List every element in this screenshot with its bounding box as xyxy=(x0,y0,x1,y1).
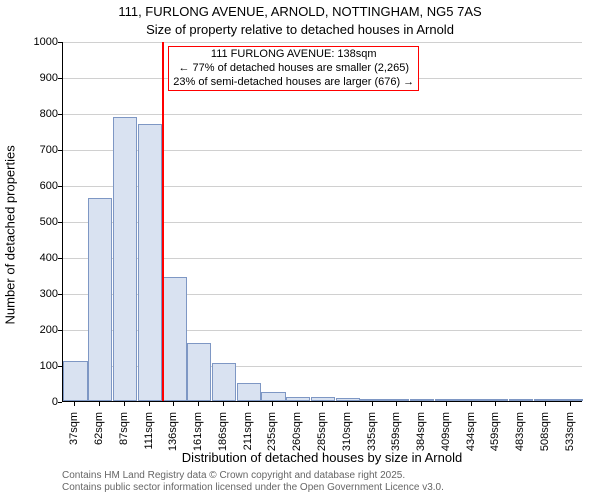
annotation-box: 111 FURLONG AVENUE: 138sqm← 77% of detac… xyxy=(168,46,419,91)
y-axis-label: Number of detached properties xyxy=(3,50,18,229)
histogram-bar xyxy=(88,198,112,401)
histogram-bar xyxy=(385,399,409,401)
histogram-bar xyxy=(311,397,335,401)
y-tick-label: 600 xyxy=(18,180,58,192)
footer-attribution: Contains HM Land Registry data © Crown c… xyxy=(62,470,444,494)
histogram-bar xyxy=(237,383,261,401)
y-tick-label: 400 xyxy=(18,252,58,264)
histogram-bar xyxy=(138,124,162,401)
y-tick-label: 0 xyxy=(18,396,58,408)
histogram-bar xyxy=(410,399,434,401)
y-tick-label: 900 xyxy=(18,72,58,84)
histogram-bar xyxy=(63,361,87,401)
y-tick-label: 100 xyxy=(18,360,58,372)
histogram-bar xyxy=(286,397,310,401)
annotation-line: 111 FURLONG AVENUE: 138sqm xyxy=(173,48,414,62)
y-tick-label: 500 xyxy=(18,216,58,228)
histogram-bar xyxy=(459,399,483,401)
histogram-bar xyxy=(509,399,533,401)
histogram-bar xyxy=(484,399,508,401)
annotation-line: ← 77% of detached houses are smaller (2,… xyxy=(173,62,414,76)
property-marker-line xyxy=(162,42,164,401)
y-tick-label: 200 xyxy=(18,324,58,336)
histogram-chart: 111, FURLONG AVENUE, ARNOLD, NOTTINGHAM,… xyxy=(0,0,600,500)
y-tick-label: 1000 xyxy=(18,36,58,48)
x-axis-label: Distribution of detached houses by size … xyxy=(62,450,582,465)
histogram-bar xyxy=(113,117,137,401)
annotation-line: 23% of semi-detached houses are larger (… xyxy=(173,76,414,90)
histogram-bar xyxy=(336,398,360,401)
chart-title-line1: 111, FURLONG AVENUE, ARNOLD, NOTTINGHAM,… xyxy=(0,4,600,19)
histogram-bar xyxy=(534,399,558,401)
footer-line2: Contains public sector information licen… xyxy=(62,482,444,494)
histogram-bar xyxy=(212,363,236,401)
chart-title-line2: Size of property relative to detached ho… xyxy=(0,22,600,37)
plot-area: 111 FURLONG AVENUE: 138sqm← 77% of detac… xyxy=(62,42,582,402)
y-tick-label: 700 xyxy=(18,144,58,156)
histogram-bar xyxy=(187,343,211,401)
y-tick-label: 300 xyxy=(18,288,58,300)
histogram-bar xyxy=(162,277,186,401)
histogram-bar xyxy=(360,399,384,401)
histogram-bar xyxy=(261,392,285,401)
footer-line1: Contains HM Land Registry data © Crown c… xyxy=(62,470,444,482)
histogram-bar xyxy=(435,399,459,401)
y-tick-label: 800 xyxy=(18,108,58,120)
histogram-bar xyxy=(558,399,582,401)
